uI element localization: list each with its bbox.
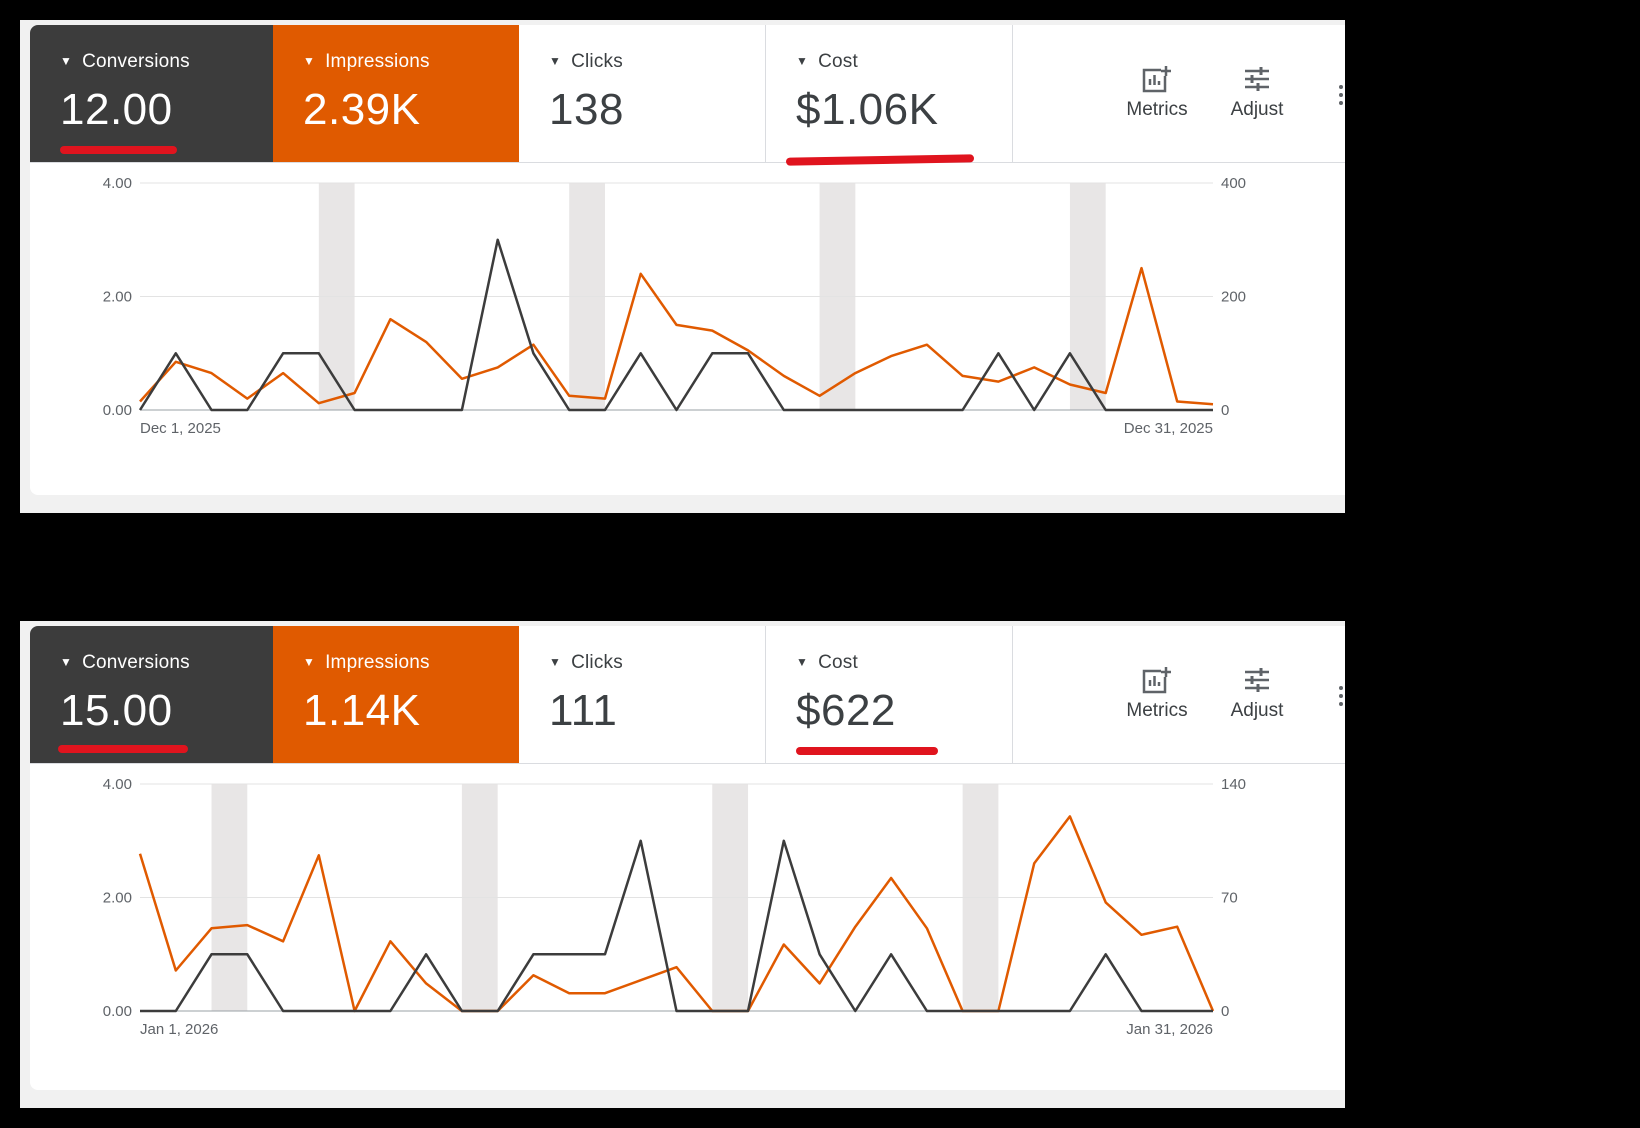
metric-label: Clicks [571,51,623,72]
performance-chart: 0.00 2.00 4.00 0 200 400 Dec 1, 2025 Dec 31, 20… [103,175,1246,437]
adjust-button-label: Adjust [1230,99,1284,120]
more-options-icon[interactable] [1339,686,1343,710]
metric-label: Conversions [82,652,190,673]
adjust-button[interactable]: Adjust [1212,666,1302,722]
add-chart-icon [1142,66,1171,93]
metric-value: 1.14K [303,686,421,735]
dropdown-caret-icon[interactable]: ▼ [796,655,809,669]
y-left-tick-label: 0.00 [103,1003,132,1020]
metric-label: Impressions [325,652,430,673]
metric-value: $622 [796,686,896,735]
performance-panel-december: ▼ Conversions 12.00 ▼ Impressions 2.39K ▼ C… [20,20,1345,513]
cost-metric-tile[interactable]: ▼ Cost $622 [766,626,1013,763]
y-right-tick-label: 70 [1221,890,1238,907]
metrics-row: ▼ Conversions 15.00 ▼ Impressions 1.14K ▼ C… [30,626,1345,764]
impressions-metric-tile[interactable]: ▼ Impressions 1.14K [273,626,519,763]
metrics-button[interactable]: Metrics [1112,65,1202,121]
metric-label: Cost [818,652,858,673]
highlight-underline-conversions [58,745,188,753]
x-start-label: Dec 1, 2025 [140,420,221,437]
metrics-button-label: Metrics [1126,99,1188,120]
tune-icon [1245,668,1269,692]
metric-value: 111 [549,686,618,735]
add-chart-icon [1142,667,1171,694]
y-left-tick-label: 0.00 [103,402,132,419]
metric-value: 2.39K [303,85,421,134]
highlight-underline-cost [796,747,938,755]
metrics-row: ▼ Conversions 12.00 ▼ Impressions 2.39K ▼ C… [30,25,1345,163]
y-left-tick-label: 2.00 [103,890,132,907]
metrics-button[interactable]: Metrics [1112,666,1202,722]
tune-icon [1245,67,1269,91]
dropdown-caret-icon[interactable]: ▼ [60,54,73,68]
dropdown-caret-icon[interactable]: ▼ [303,54,316,68]
metric-value: 12.00 [60,85,173,134]
y-right-tick-label: 0 [1221,1003,1229,1020]
performance-panel-january: ▼ Conversions 15.00 ▼ Impressions 1.14K ▼ C… [20,621,1345,1108]
dropdown-caret-icon[interactable]: ▼ [796,54,809,68]
y-right-tick-label: 0 [1221,402,1229,419]
y-left-tick-label: 4.00 [103,175,132,192]
conversions-metric-tile[interactable]: ▼ Conversions 15.00 [30,626,273,763]
performance-card: ▼ Conversions 12.00 ▼ Impressions 2.39K ▼ C… [30,25,1345,495]
metric-label: Clicks [571,652,623,673]
clicks-metric-tile[interactable]: ▼ Clicks 111 [519,626,766,763]
y-left-tick-label: 2.00 [103,289,132,306]
metric-value: $1.06K [796,85,939,134]
y-left-tick-label: 4.00 [103,776,132,793]
dropdown-caret-icon[interactable]: ▼ [549,54,562,68]
impressions-series-line [138,815,1215,1013]
x-end-label: Jan 31, 2026 [1126,1021,1213,1038]
performance-card: ▼ Conversions 15.00 ▼ Impressions 1.14K ▼ C… [30,626,1345,1090]
y-right-tick-label: 200 [1221,289,1246,306]
metric-label: Cost [818,51,858,72]
x-start-label: Jan 1, 2026 [140,1021,218,1038]
y-right-tick-label: 400 [1221,175,1246,192]
x-end-label: Dec 31, 2025 [1124,420,1213,437]
dropdown-caret-icon[interactable]: ▼ [60,655,73,669]
cost-metric-tile[interactable]: ▼ Cost $1.06K [766,25,1013,162]
impressions-series-line [139,266,1214,406]
impressions-metric-tile[interactable]: ▼ Impressions 2.39K [273,25,519,162]
metric-label: Conversions [82,51,190,72]
highlight-underline-conversions [60,146,177,154]
y-right-tick-label: 140 [1221,776,1246,793]
more-options-icon[interactable] [1339,85,1343,109]
conversions-metric-tile[interactable]: ▼ Conversions 12.00 [30,25,273,162]
conversions-series-line [140,839,1213,1013]
dropdown-caret-icon[interactable]: ▼ [303,655,316,669]
conversions-series-line [138,238,1213,412]
dropdown-caret-icon[interactable]: ▼ [549,655,562,669]
clicks-metric-tile[interactable]: ▼ Clicks 138 [519,25,766,162]
metrics-button-label: Metrics [1126,700,1188,721]
performance-chart: 0.00 2.00 4.00 0 70 140 Jan 1, 2026 Jan 31, 202… [103,776,1246,1038]
metric-value: 138 [549,85,624,134]
metric-value: 15.00 [60,686,173,735]
adjust-button-label: Adjust [1230,700,1284,721]
adjust-button[interactable]: Adjust [1212,65,1302,121]
metric-label: Impressions [325,51,430,72]
